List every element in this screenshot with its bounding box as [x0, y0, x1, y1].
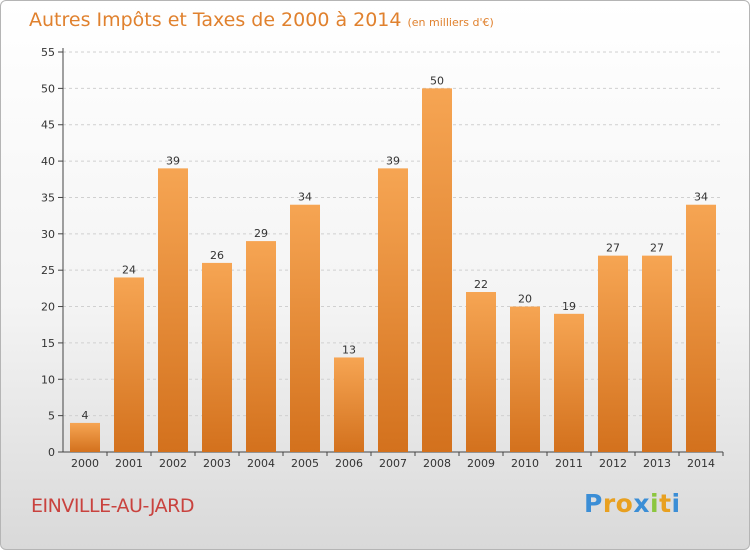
bar-2014 [686, 204, 716, 452]
x-tick-label: 2008 [423, 457, 451, 470]
y-tick-label: 50 [41, 82, 55, 95]
bar-2002 [158, 168, 188, 452]
value-label: 39 [386, 154, 400, 167]
bar-2004 [246, 241, 276, 452]
y-tick-label: 5 [48, 410, 55, 423]
logo-letter: i [650, 489, 660, 518]
chart-title: Autres Impôts et Taxes de 2000 à 2014 (en… [29, 9, 494, 31]
chart-subtitle: (en milliers d'€) [407, 16, 494, 29]
logo-letter: x [633, 489, 650, 518]
x-tick-label: 2000 [71, 457, 99, 470]
value-label: 13 [342, 343, 356, 356]
logo-letter: r [602, 489, 616, 518]
y-tick-label: 10 [41, 373, 55, 386]
x-tick-label: 2013 [643, 457, 671, 470]
bar-2005 [290, 204, 320, 452]
value-label: 24 [122, 263, 136, 276]
x-tick-label: 2009 [467, 457, 495, 470]
x-tick-label: 2006 [335, 457, 363, 470]
value-label: 39 [166, 154, 180, 167]
value-labels: 4 24 39 26 29 34 13 39 50 22 20 19 27 27 34 [82, 74, 709, 422]
y-tick-label: 30 [41, 228, 55, 241]
y-tick-label: 15 [41, 337, 55, 350]
bar-2006 [334, 357, 364, 452]
value-label: 27 [606, 242, 620, 255]
bar-2003 [202, 262, 232, 452]
x-tick-label: 2004 [247, 457, 275, 470]
bar-2011 [554, 313, 584, 452]
x-tick-label: 2002 [159, 457, 187, 470]
value-label: 20 [518, 293, 532, 306]
y-tick-label: 55 [41, 46, 55, 59]
value-label: 4 [82, 409, 89, 422]
y-tick-label: 0 [48, 446, 55, 459]
bars [70, 88, 716, 452]
bar-2008 [422, 88, 452, 452]
y-tick-label: 35 [41, 191, 55, 204]
x-tick-label: 2007 [379, 457, 407, 470]
x-tick-label: 2003 [203, 457, 231, 470]
x-tick-label: 2001 [115, 457, 143, 470]
value-label: 26 [210, 249, 224, 262]
value-label: 19 [562, 300, 576, 313]
bar-2007 [378, 168, 408, 452]
x-tick-label: 2010 [511, 457, 539, 470]
chart-title-main: Autres Impôts et Taxes de 2000 à 2014 [29, 9, 402, 31]
bar-2000 [70, 422, 100, 452]
value-label: 29 [254, 227, 268, 240]
bar-2001 [114, 277, 144, 452]
bar-2012 [598, 255, 628, 452]
value-label: 50 [430, 74, 444, 87]
commune-name: EINVILLE-AU-JARD [31, 495, 194, 517]
x-tick-label: 2012 [599, 457, 627, 470]
value-label: 22 [474, 278, 488, 291]
y-tick-label: 20 [41, 301, 55, 314]
y-tick-label: 45 [41, 119, 55, 132]
value-label: 34 [694, 191, 708, 204]
value-label: 27 [650, 242, 664, 255]
x-tick-label: 2014 [687, 457, 715, 470]
logo-letter: P [584, 489, 603, 518]
proxiti-logo: Proxiti [584, 489, 681, 518]
logo-letter: i [671, 489, 681, 518]
value-label: 34 [298, 191, 312, 204]
bar-2013 [642, 255, 672, 452]
y-tick-label: 25 [41, 264, 55, 277]
y-tick-label: 40 [41, 155, 55, 168]
bar-2009 [466, 292, 496, 452]
logo-letter: t [659, 489, 672, 518]
bar-2010 [510, 306, 540, 452]
x-tick-label: 2011 [555, 457, 583, 470]
x-tick-label: 2005 [291, 457, 319, 470]
logo-letter: o [615, 489, 634, 518]
